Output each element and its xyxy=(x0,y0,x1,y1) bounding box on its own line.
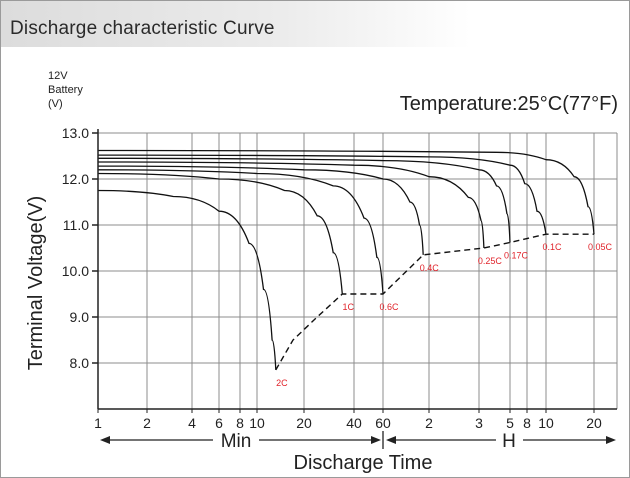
y-tick-label: 10.0 xyxy=(62,263,89,279)
y-axis-label: Terminal Voltage(V) xyxy=(25,196,47,371)
unit-label-line-1: 12V xyxy=(48,70,68,82)
rate-label-0_25C: 0.25C xyxy=(478,256,503,266)
header-bar: Discharge characteristic Curve xyxy=(1,1,627,47)
end-voltage-dashed-line xyxy=(275,233,594,371)
x-tick-label: 4 xyxy=(188,415,196,431)
x-tick-label: 20 xyxy=(296,415,312,431)
discharge-curve-1C xyxy=(97,172,343,295)
discharge-curve-0_17C xyxy=(97,157,511,243)
h-arrow-left xyxy=(386,436,396,444)
h-arrow-right xyxy=(606,436,616,444)
discharge-curve-0_6C xyxy=(97,169,384,295)
unit-label-line-3: (V) xyxy=(48,98,63,110)
x-tick-label: 8 xyxy=(236,415,244,431)
x-tick-label: 1 xyxy=(94,415,102,431)
x-tick-label: 5 xyxy=(506,415,514,431)
unit-label-line-2: Battery xyxy=(48,84,83,96)
y-tick-label: 8.0 xyxy=(70,355,90,371)
rate-label-0_05C: 0.05C xyxy=(588,242,613,252)
chart-title: Temperature:25°C(77°F) xyxy=(400,93,618,115)
x-tick-label: 2 xyxy=(143,415,151,431)
discharge-curve-2C xyxy=(97,189,277,370)
rate-label-0_6C: 0.6C xyxy=(379,302,399,312)
y-tick-label: 12.0 xyxy=(62,171,89,187)
rate-label-0_1C: 0.1C xyxy=(542,242,562,252)
min-arrow-left xyxy=(100,436,110,444)
y-tick-label: 11.0 xyxy=(63,217,89,233)
discharge-curve-0_4C xyxy=(97,165,424,255)
discharge-curve-0_1C xyxy=(97,154,547,235)
x-tick-label: 40 xyxy=(346,415,362,431)
x-tick-label: 3 xyxy=(475,415,483,431)
chart-heading: Discharge characteristic Curve xyxy=(10,18,275,39)
rate-label-1C: 1C xyxy=(343,302,355,312)
discharge-curve-0_05C xyxy=(97,149,595,235)
x-axis-label: Discharge Time xyxy=(294,452,433,474)
rate-label-2C: 2C xyxy=(276,378,288,388)
x-tick-label: 6 xyxy=(215,415,223,431)
x-tick-label: 20 xyxy=(586,415,602,431)
x-tick-label: 10 xyxy=(538,415,554,431)
x-tick-label: 2 xyxy=(425,415,433,431)
min-arrow-right xyxy=(371,436,381,444)
h-range-label: H xyxy=(502,431,516,452)
min-range-label: Min xyxy=(221,431,252,452)
rate-label-0_17C: 0.17C xyxy=(504,250,529,260)
x-tick-label: 8 xyxy=(523,415,531,431)
rate-label-0_4C: 0.4C xyxy=(420,263,440,273)
discharge-curve-0_25C xyxy=(97,161,485,249)
y-tick-label: 13.0 xyxy=(62,125,89,141)
x-tick-label: 60 xyxy=(375,415,391,431)
x-tick-label: 10 xyxy=(249,415,265,431)
y-tick-label: 9.0 xyxy=(70,309,90,325)
